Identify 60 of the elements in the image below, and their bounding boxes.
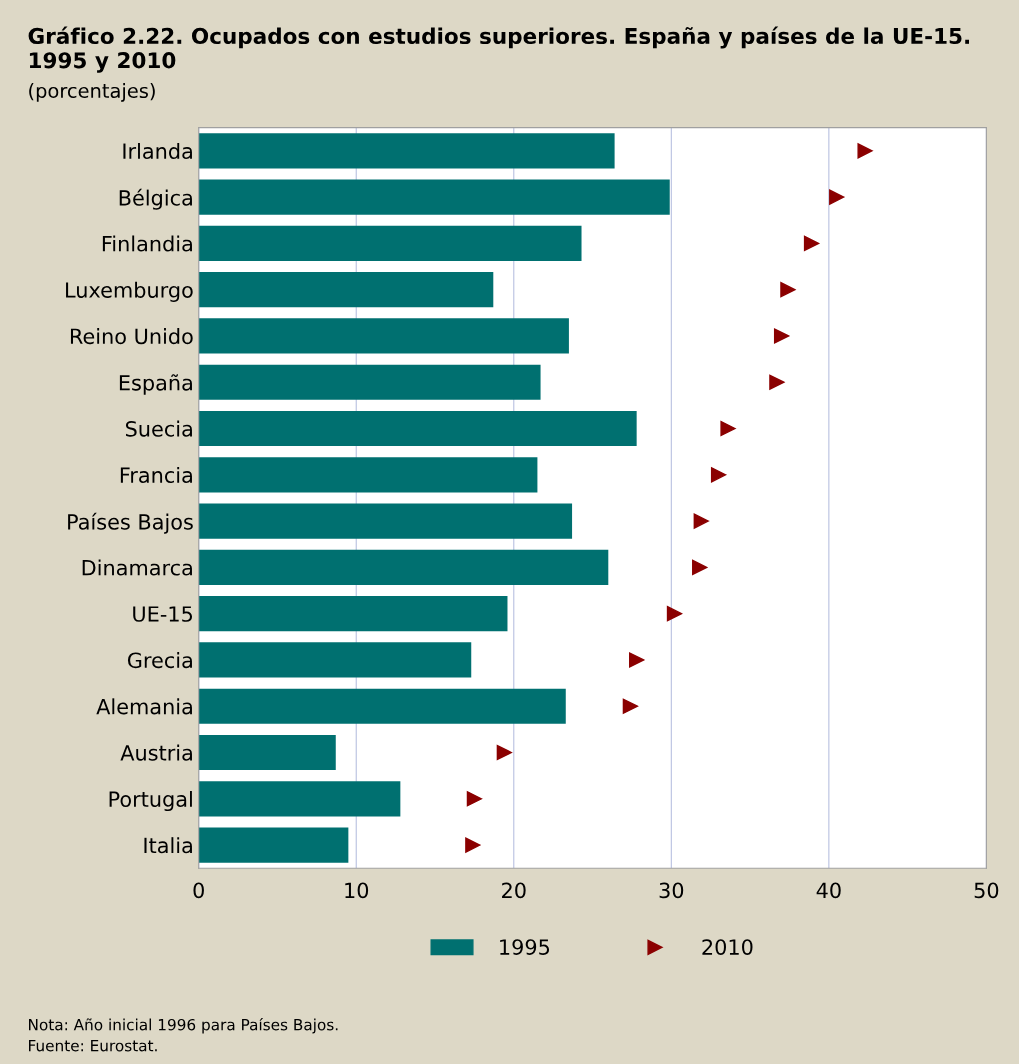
bar (198, 179, 670, 215)
bar (198, 781, 401, 817)
y-tick-label: UE-15 (133, 606, 193, 622)
y-tick-label: Dinamarca (82, 559, 192, 576)
bar (198, 410, 637, 447)
point (780, 282, 796, 298)
bar (198, 364, 541, 400)
y-tick-label: Italia (144, 837, 192, 854)
x-tick-label: 30 (659, 882, 684, 899)
x-tick-label: 10 (345, 882, 369, 899)
source-note: Fuente: Eurostat. (29, 1040, 157, 1052)
bar (198, 503, 573, 539)
y-tick-label: Luxemburgo (66, 281, 193, 302)
x-tick-label: 40 (816, 882, 841, 899)
y-tick-label: Alemania (96, 698, 192, 715)
point (857, 143, 873, 159)
bar (198, 318, 569, 354)
point (666, 606, 683, 622)
bar (198, 734, 336, 771)
point (803, 235, 820, 252)
bar (198, 133, 615, 169)
y-tick-label: Países Bajos (68, 512, 193, 534)
y-tick-label: Grecia (127, 652, 192, 669)
x-tick-label: 20 (502, 882, 526, 899)
bar (198, 549, 609, 585)
chart-subtitle: (porcentajes) (29, 82, 155, 102)
y-tick-label: Suecia (125, 420, 192, 437)
point (622, 698, 638, 714)
point (769, 374, 785, 390)
y-tick-label: Austria (120, 744, 192, 761)
point (692, 559, 708, 576)
point (693, 513, 709, 529)
point (710, 467, 727, 483)
point (720, 420, 736, 437)
y-tick-label: España (119, 374, 192, 395)
x-tick-label: 0 (193, 882, 204, 899)
y-tick-label: Portugal (109, 790, 192, 812)
y-tick-label: Francia (120, 466, 192, 484)
point (629, 652, 645, 668)
y-tick-label: Bélgica (119, 188, 192, 210)
legend-label: 2010 (702, 939, 753, 955)
point (773, 328, 790, 344)
bar (198, 827, 349, 863)
bar (198, 225, 582, 261)
point (465, 837, 481, 853)
bar (198, 272, 494, 308)
point (496, 744, 512, 761)
bar (198, 457, 538, 493)
x-tick-label: 50 (974, 882, 999, 899)
point (466, 791, 483, 807)
text: Nota: Año inicial 1996 para Países Bajos. (29, 1018, 338, 1034)
bar (198, 688, 566, 724)
y-tick-label: Irlanda (123, 142, 192, 160)
chart-title: Gráfico 2.22. Ocupados con estudios superiores. España y países de la UE-15. 1995 y 2010 (28, 26, 970, 73)
bar (198, 596, 508, 632)
y-tick-label: Reino Unido (70, 328, 193, 345)
y-tick-label: Finlandia (102, 235, 192, 252)
legend-label: 1995 (500, 939, 550, 955)
point (829, 189, 845, 205)
bar (198, 642, 472, 678)
